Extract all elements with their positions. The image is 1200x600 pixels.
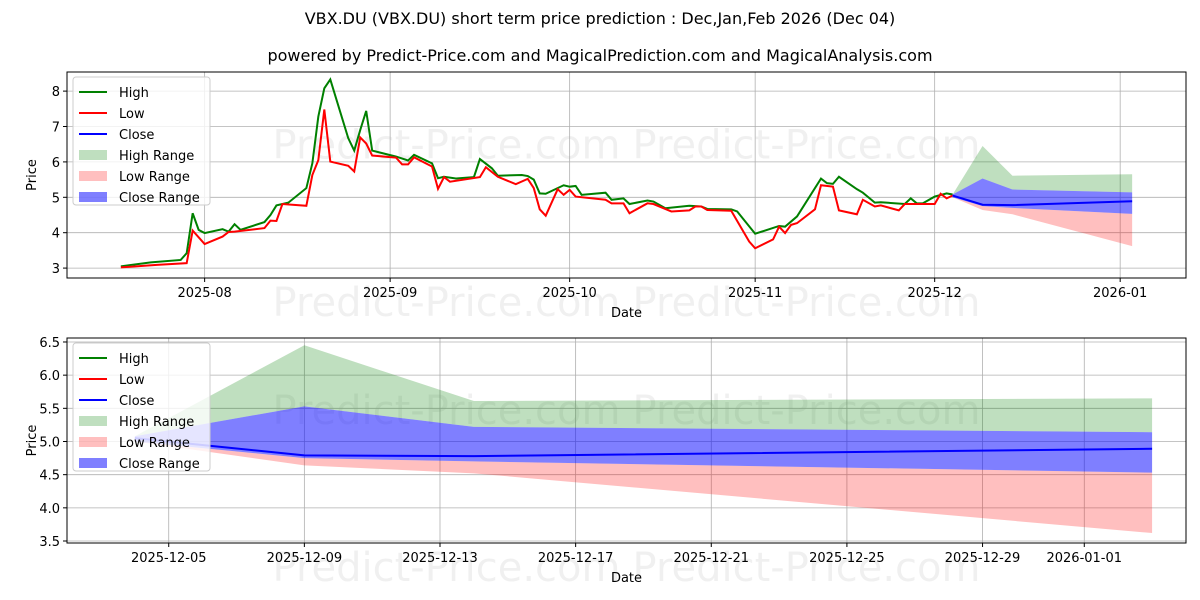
high-line	[120, 77, 953, 268]
legend-patch-swatch	[79, 171, 107, 181]
legend-label: High Range	[119, 415, 194, 430]
x-tick-label: 2025-08	[177, 286, 231, 301]
y-tick-label: 8	[52, 85, 60, 100]
chart-0: Predict-Price.com Predict-Price.com Predic…	[25, 71, 1187, 326]
x-tick-label: 2025-12-29	[945, 551, 1021, 566]
legend: High Low Close High Range Low Range Close Ran…	[72, 76, 211, 206]
plot-area	[134, 345, 1153, 534]
legend-item: Close	[79, 394, 154, 409]
legend-item: High	[79, 352, 149, 367]
legend-box	[72, 342, 211, 472]
chart-subtitle: powered by Predict-Price.com and Magical…	[267, 46, 933, 65]
legend-patch-swatch	[79, 437, 107, 447]
y-tick-label: 6	[52, 156, 60, 171]
watermark: Predict-Price.com	[633, 388, 981, 434]
legend-item: Close Range	[79, 457, 200, 472]
y-tick-label: 5	[52, 191, 60, 206]
watermark: Predict-Price.com	[273, 280, 621, 326]
watermark: Predict-Price.com	[273, 545, 621, 591]
legend-label: Low Range	[119, 436, 190, 451]
legend-label: High	[119, 86, 149, 101]
chart-1: Predict-Price.com Predict-Price.com Predic…	[25, 336, 1187, 591]
legend-label: Close	[119, 394, 154, 409]
y-axis-label: Price	[25, 425, 40, 457]
y-tick-label: 6.5	[39, 336, 60, 351]
legend-item: High Range	[79, 149, 194, 164]
legend-patch-swatch	[79, 192, 107, 202]
legend-item: Low	[79, 107, 145, 122]
x-tick-label: 2025-12-17	[538, 551, 614, 566]
x-tick-label: 2025-12	[908, 286, 962, 301]
legend-item: Low Range	[79, 436, 190, 451]
legend-patch-swatch	[79, 150, 107, 160]
y-tick-label: 5.5	[39, 402, 60, 417]
chart-title: VBX.DU (VBX.DU) short term price predict…	[304, 9, 896, 28]
legend-label: High Range	[119, 149, 194, 164]
close-line	[134, 437, 1153, 458]
y-axis-label: Price	[25, 159, 40, 191]
low-range-band	[952, 197, 1133, 247]
x-tick-label: 2025-12-13	[402, 551, 478, 566]
watermark: Predict-Price.com	[633, 123, 981, 169]
watermark: Predict-Price.com	[633, 280, 981, 326]
x-tick-label: 2025-09	[363, 286, 417, 301]
close-line	[952, 194, 1133, 207]
legend-patch-swatch	[79, 416, 107, 426]
legend-label: Low	[119, 107, 145, 122]
legend-label: Close Range	[119, 191, 200, 206]
legend-label: High	[119, 352, 149, 367]
plot-area	[120, 77, 1133, 269]
legend-patch-swatch	[79, 458, 107, 468]
legend-item: Low Range	[79, 170, 190, 185]
y-tick-label: 3.5	[39, 535, 60, 550]
axes-frame	[66, 71, 1187, 279]
legend-label: Low	[119, 373, 145, 388]
x-tick-label: 2025-12-25	[809, 551, 885, 566]
low-range-band	[134, 441, 1153, 534]
axes-frame	[66, 337, 1187, 544]
legend-box	[72, 76, 211, 206]
watermark: Predict-Price.com	[633, 545, 981, 591]
legend: High Low Close High Range Low Range Close Ran…	[72, 342, 211, 472]
legend-label: Close	[119, 128, 154, 143]
legend-item: Close Range	[79, 191, 200, 206]
high-range-band	[134, 345, 1153, 437]
x-tick-label: 2025-12-05	[131, 551, 207, 566]
x-axis-label: Date	[611, 306, 642, 321]
y-tick-label: 3	[52, 262, 60, 277]
high-range-band	[952, 145, 1133, 195]
legend-item: High Range	[79, 415, 194, 430]
x-axis-label: Date	[611, 571, 642, 586]
legend-item: Low	[79, 373, 145, 388]
legend-item: High	[79, 86, 149, 101]
x-tick-label: 2025-10	[542, 286, 596, 301]
x-tick-label: 2025-12-09	[267, 551, 343, 566]
y-tick-label: 7	[52, 121, 60, 136]
legend-item: Close	[79, 128, 154, 143]
x-tick-label: 2025-12-21	[673, 551, 749, 566]
y-tick-label: 4	[52, 227, 60, 242]
y-tick-label: 4.0	[39, 502, 60, 517]
y-tick-label: 5.0	[39, 435, 60, 450]
x-tick-label: 2026-01	[1093, 286, 1147, 301]
legend-label: Low Range	[119, 170, 190, 185]
y-tick-label: 6.0	[39, 369, 60, 384]
x-tick-label: 2025-11	[728, 286, 782, 301]
low-line	[120, 109, 954, 269]
y-tick-label: 4.5	[39, 469, 60, 484]
x-tick-label: 2026-01-01	[1046, 551, 1122, 566]
legend-label: Close Range	[119, 457, 200, 472]
